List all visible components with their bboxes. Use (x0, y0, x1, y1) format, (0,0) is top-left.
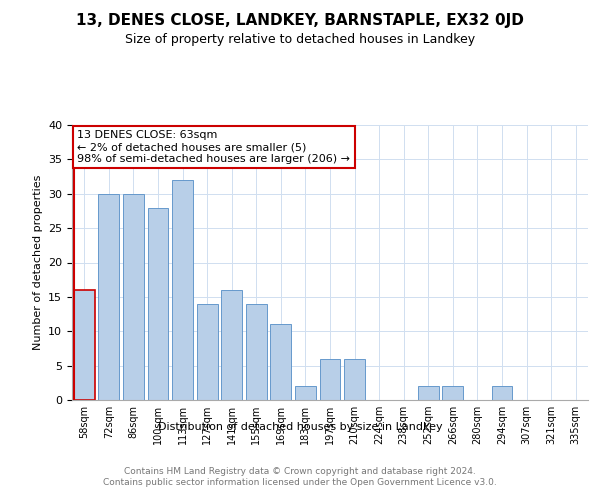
Bar (246, 304, 267, 400)
Bar (418, 386, 439, 400)
Bar (148, 208, 169, 400)
Y-axis label: Number of detached properties: Number of detached properties (32, 175, 43, 350)
Bar (221, 290, 242, 400)
Bar (74, 290, 95, 400)
Bar (197, 304, 218, 400)
Bar (271, 324, 292, 400)
Text: Distribution of detached houses by size in Landkey: Distribution of detached houses by size … (158, 422, 442, 432)
Text: Size of property relative to detached houses in Landkey: Size of property relative to detached ho… (125, 32, 475, 46)
Text: 13, DENES CLOSE, LANDKEY, BARNSTAPLE, EX32 0JD: 13, DENES CLOSE, LANDKEY, BARNSTAPLE, EX… (76, 12, 524, 28)
Bar (123, 194, 144, 400)
Bar (172, 180, 193, 400)
Text: 13 DENES CLOSE: 63sqm
← 2% of detached houses are smaller (5)
98% of semi-detach: 13 DENES CLOSE: 63sqm ← 2% of detached h… (77, 130, 350, 164)
Bar (344, 359, 365, 400)
Bar (491, 386, 512, 400)
Bar (320, 359, 340, 400)
Text: Contains HM Land Registry data © Crown copyright and database right 2024.
Contai: Contains HM Land Registry data © Crown c… (103, 468, 497, 487)
Bar (442, 386, 463, 400)
Bar (295, 386, 316, 400)
Bar (98, 194, 119, 400)
